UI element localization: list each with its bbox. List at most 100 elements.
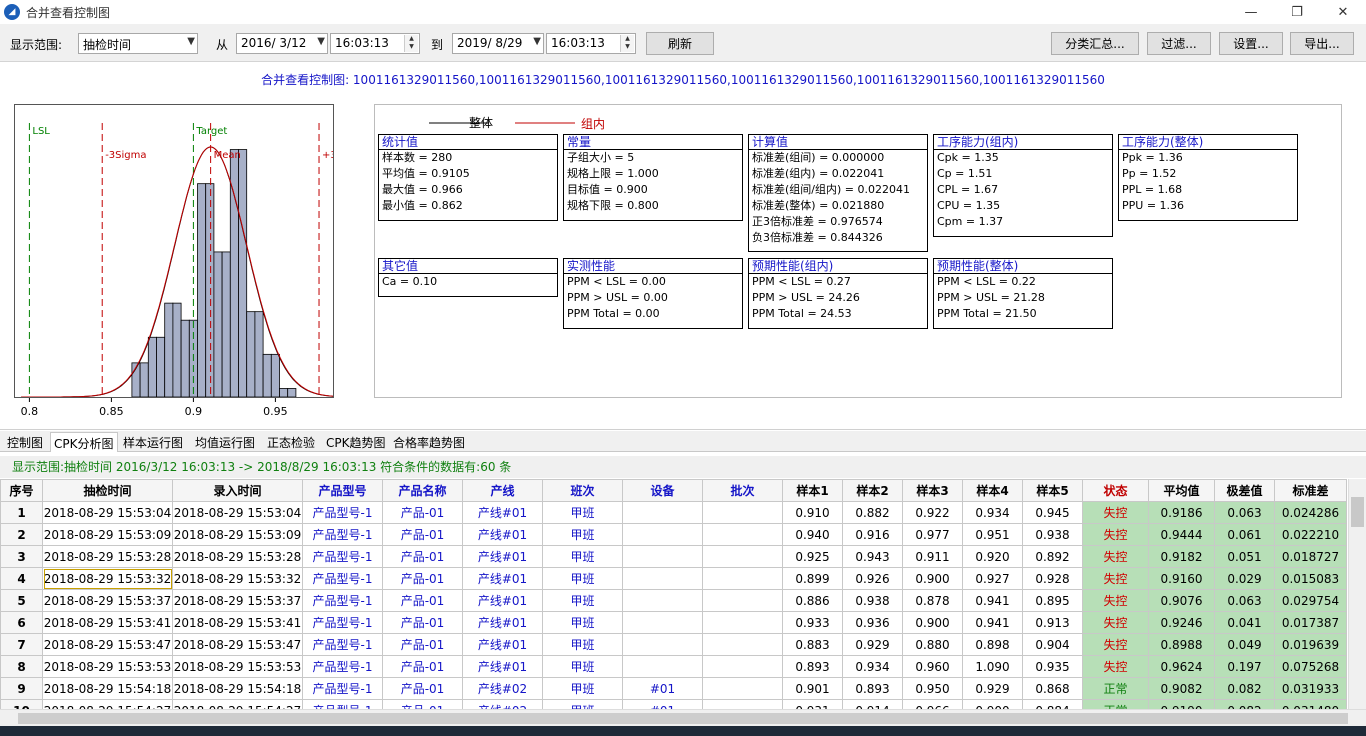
table-cell[interactable]: 产线#01 xyxy=(462,633,543,656)
column-header[interactable]: 班次 xyxy=(542,479,623,502)
table-cell[interactable]: 0.041 xyxy=(1214,611,1275,634)
table-cell[interactable]: 0.936 xyxy=(842,611,903,634)
table-cell[interactable]: 2018-08-29 15:53:09 xyxy=(172,523,303,546)
table-row[interactable]: 6 2018-08-29 15:53:41 2018-08-29 15:53:41 产… xyxy=(0,611,1347,634)
table-cell[interactable]: 0.911 xyxy=(902,545,963,568)
table-cell[interactable] xyxy=(622,655,703,678)
table-cell[interactable] xyxy=(622,633,703,656)
table-cell[interactable]: 正常 xyxy=(1082,699,1149,709)
table-cell[interactable]: 0.950 xyxy=(902,677,963,700)
table-cell[interactable]: 甲班 xyxy=(542,501,623,524)
table-cell[interactable]: 0.916 xyxy=(842,523,903,546)
table-cell[interactable]: 0.938 xyxy=(842,589,903,612)
table-cell[interactable]: 甲班 xyxy=(542,655,623,678)
table-cell[interactable]: 0.951 xyxy=(962,523,1023,546)
table-cell[interactable]: 2018-08-29 15:53:41 xyxy=(42,611,173,634)
summary-button[interactable]: 分类汇总... xyxy=(1051,32,1139,55)
table-cell[interactable]: 产品型号-1 xyxy=(302,633,383,656)
table-cell[interactable]: 0.941 xyxy=(962,589,1023,612)
table-cell[interactable]: 产品型号-1 xyxy=(302,655,383,678)
table-cell[interactable]: 0.082 xyxy=(1214,699,1275,709)
table-cell[interactable] xyxy=(622,501,703,524)
table-cell[interactable]: 产品型号-1 xyxy=(302,699,383,709)
table-cell[interactable]: 甲班 xyxy=(542,611,623,634)
table-row[interactable]: 1 2018-08-29 15:53:04 2018-08-29 15:53:04 产… xyxy=(0,501,1347,524)
to-date-picker[interactable]: 2019/ 8/29 ▼ xyxy=(452,33,544,54)
column-header[interactable]: 样本5 xyxy=(1022,479,1083,502)
table-cell[interactable]: 0.9186 xyxy=(1148,501,1215,524)
table-cell[interactable]: 2018-08-29 15:54:27 xyxy=(172,699,303,709)
table-row[interactable]: 2 2018-08-29 15:53:09 2018-08-29 15:53:09 产… xyxy=(0,523,1347,546)
table-cell[interactable] xyxy=(622,523,703,546)
table-cell[interactable] xyxy=(702,677,783,700)
table-cell[interactable]: 0.929 xyxy=(842,633,903,656)
horizontal-scrollbar[interactable] xyxy=(0,709,1366,726)
column-header[interactable]: 产线 xyxy=(462,479,543,502)
table-cell[interactable]: 2018-08-29 15:53:04 xyxy=(172,501,303,524)
filter-button[interactable]: 过滤... xyxy=(1147,32,1211,55)
refresh-button[interactable]: 刷新 xyxy=(646,32,714,55)
table-cell[interactable]: 产品-01 xyxy=(382,611,463,634)
column-header[interactable]: 状态 xyxy=(1082,479,1149,502)
row-number[interactable]: 8 xyxy=(0,655,43,678)
row-number[interactable]: 3 xyxy=(0,545,43,568)
table-cell[interactable]: 产品-01 xyxy=(382,545,463,568)
table-cell[interactable]: 2018-08-29 15:53:09 xyxy=(42,523,173,546)
table-cell[interactable]: 0.940 xyxy=(782,523,843,546)
table-cell[interactable]: 产品-01 xyxy=(382,633,463,656)
table-cell[interactable]: 0.893 xyxy=(842,677,903,700)
table-cell[interactable]: 0.029754 xyxy=(1274,589,1347,612)
table-cell[interactable]: 0.914 xyxy=(842,699,903,709)
table-cell[interactable]: 产品型号-1 xyxy=(302,567,383,590)
table-cell[interactable] xyxy=(702,611,783,634)
table-cell[interactable]: 0.882 xyxy=(842,501,903,524)
table-cell[interactable]: 0.928 xyxy=(1022,567,1083,590)
column-header[interactable]: 样本4 xyxy=(962,479,1023,502)
table-cell[interactable]: 甲班 xyxy=(542,523,623,546)
row-number[interactable]: 4 xyxy=(0,567,43,590)
table-cell[interactable]: 产品型号-1 xyxy=(302,589,383,612)
table-cell[interactable]: 2018-08-29 15:53:37 xyxy=(42,589,173,612)
table-cell[interactable]: 0.900 xyxy=(902,611,963,634)
table-cell[interactable]: 正常 xyxy=(1082,677,1149,700)
table-cell[interactable]: 0.900 xyxy=(902,567,963,590)
table-cell[interactable]: 0.063 xyxy=(1214,589,1275,612)
table-cell[interactable]: 2018-08-29 15:54:27 xyxy=(42,699,173,709)
table-cell[interactable]: 失控 xyxy=(1082,633,1149,656)
table-cell[interactable]: 0.900 xyxy=(962,699,1023,709)
table-cell[interactable]: 0.063 xyxy=(1214,501,1275,524)
table-cell[interactable]: 0.926 xyxy=(842,567,903,590)
table-cell[interactable]: 甲班 xyxy=(542,699,623,709)
table-cell[interactable]: 0.018727 xyxy=(1274,545,1347,568)
table-cell[interactable]: 0.049 xyxy=(1214,633,1275,656)
table-cell[interactable] xyxy=(702,567,783,590)
table-cell[interactable] xyxy=(702,501,783,524)
table-cell[interactable]: 0.082 xyxy=(1214,677,1275,700)
column-header[interactable]: 设备 xyxy=(622,479,703,502)
row-number[interactable]: 9 xyxy=(0,677,43,700)
table-cell[interactable]: 产线#02 xyxy=(462,699,543,709)
table-cell[interactable]: 0.945 xyxy=(1022,501,1083,524)
table-cell[interactable]: 2018-08-29 15:53:47 xyxy=(42,633,173,656)
table-cell[interactable]: 2018-08-29 15:54:18 xyxy=(42,677,173,700)
column-header[interactable]: 样本2 xyxy=(842,479,903,502)
table-cell[interactable]: 0.913 xyxy=(1022,611,1083,634)
table-cell[interactable]: 产线#02 xyxy=(462,677,543,700)
table-cell[interactable] xyxy=(702,633,783,656)
column-header[interactable]: 样本1 xyxy=(782,479,843,502)
table-cell[interactable]: 产品-01 xyxy=(382,523,463,546)
table-cell[interactable]: 产线#01 xyxy=(462,501,543,524)
column-header[interactable]: 极差值 xyxy=(1214,479,1275,502)
column-header[interactable]: 平均值 xyxy=(1148,479,1215,502)
column-header[interactable]: 序号 xyxy=(0,479,43,502)
table-cell[interactable]: 2018-08-29 15:53:41 xyxy=(172,611,303,634)
table-cell[interactable]: 0.031933 xyxy=(1274,677,1347,700)
table-cell[interactable]: 失控 xyxy=(1082,567,1149,590)
table-cell[interactable]: 0.8988 xyxy=(1148,633,1215,656)
table-cell[interactable]: 0.9160 xyxy=(1148,567,1215,590)
row-number[interactable]: 6 xyxy=(0,611,43,634)
export-button[interactable]: 导出... xyxy=(1290,32,1354,55)
table-cell[interactable]: 产品型号-1 xyxy=(302,501,383,524)
table-cell[interactable] xyxy=(702,545,783,568)
table-cell[interactable]: 2018-08-29 15:53:53 xyxy=(42,655,173,678)
